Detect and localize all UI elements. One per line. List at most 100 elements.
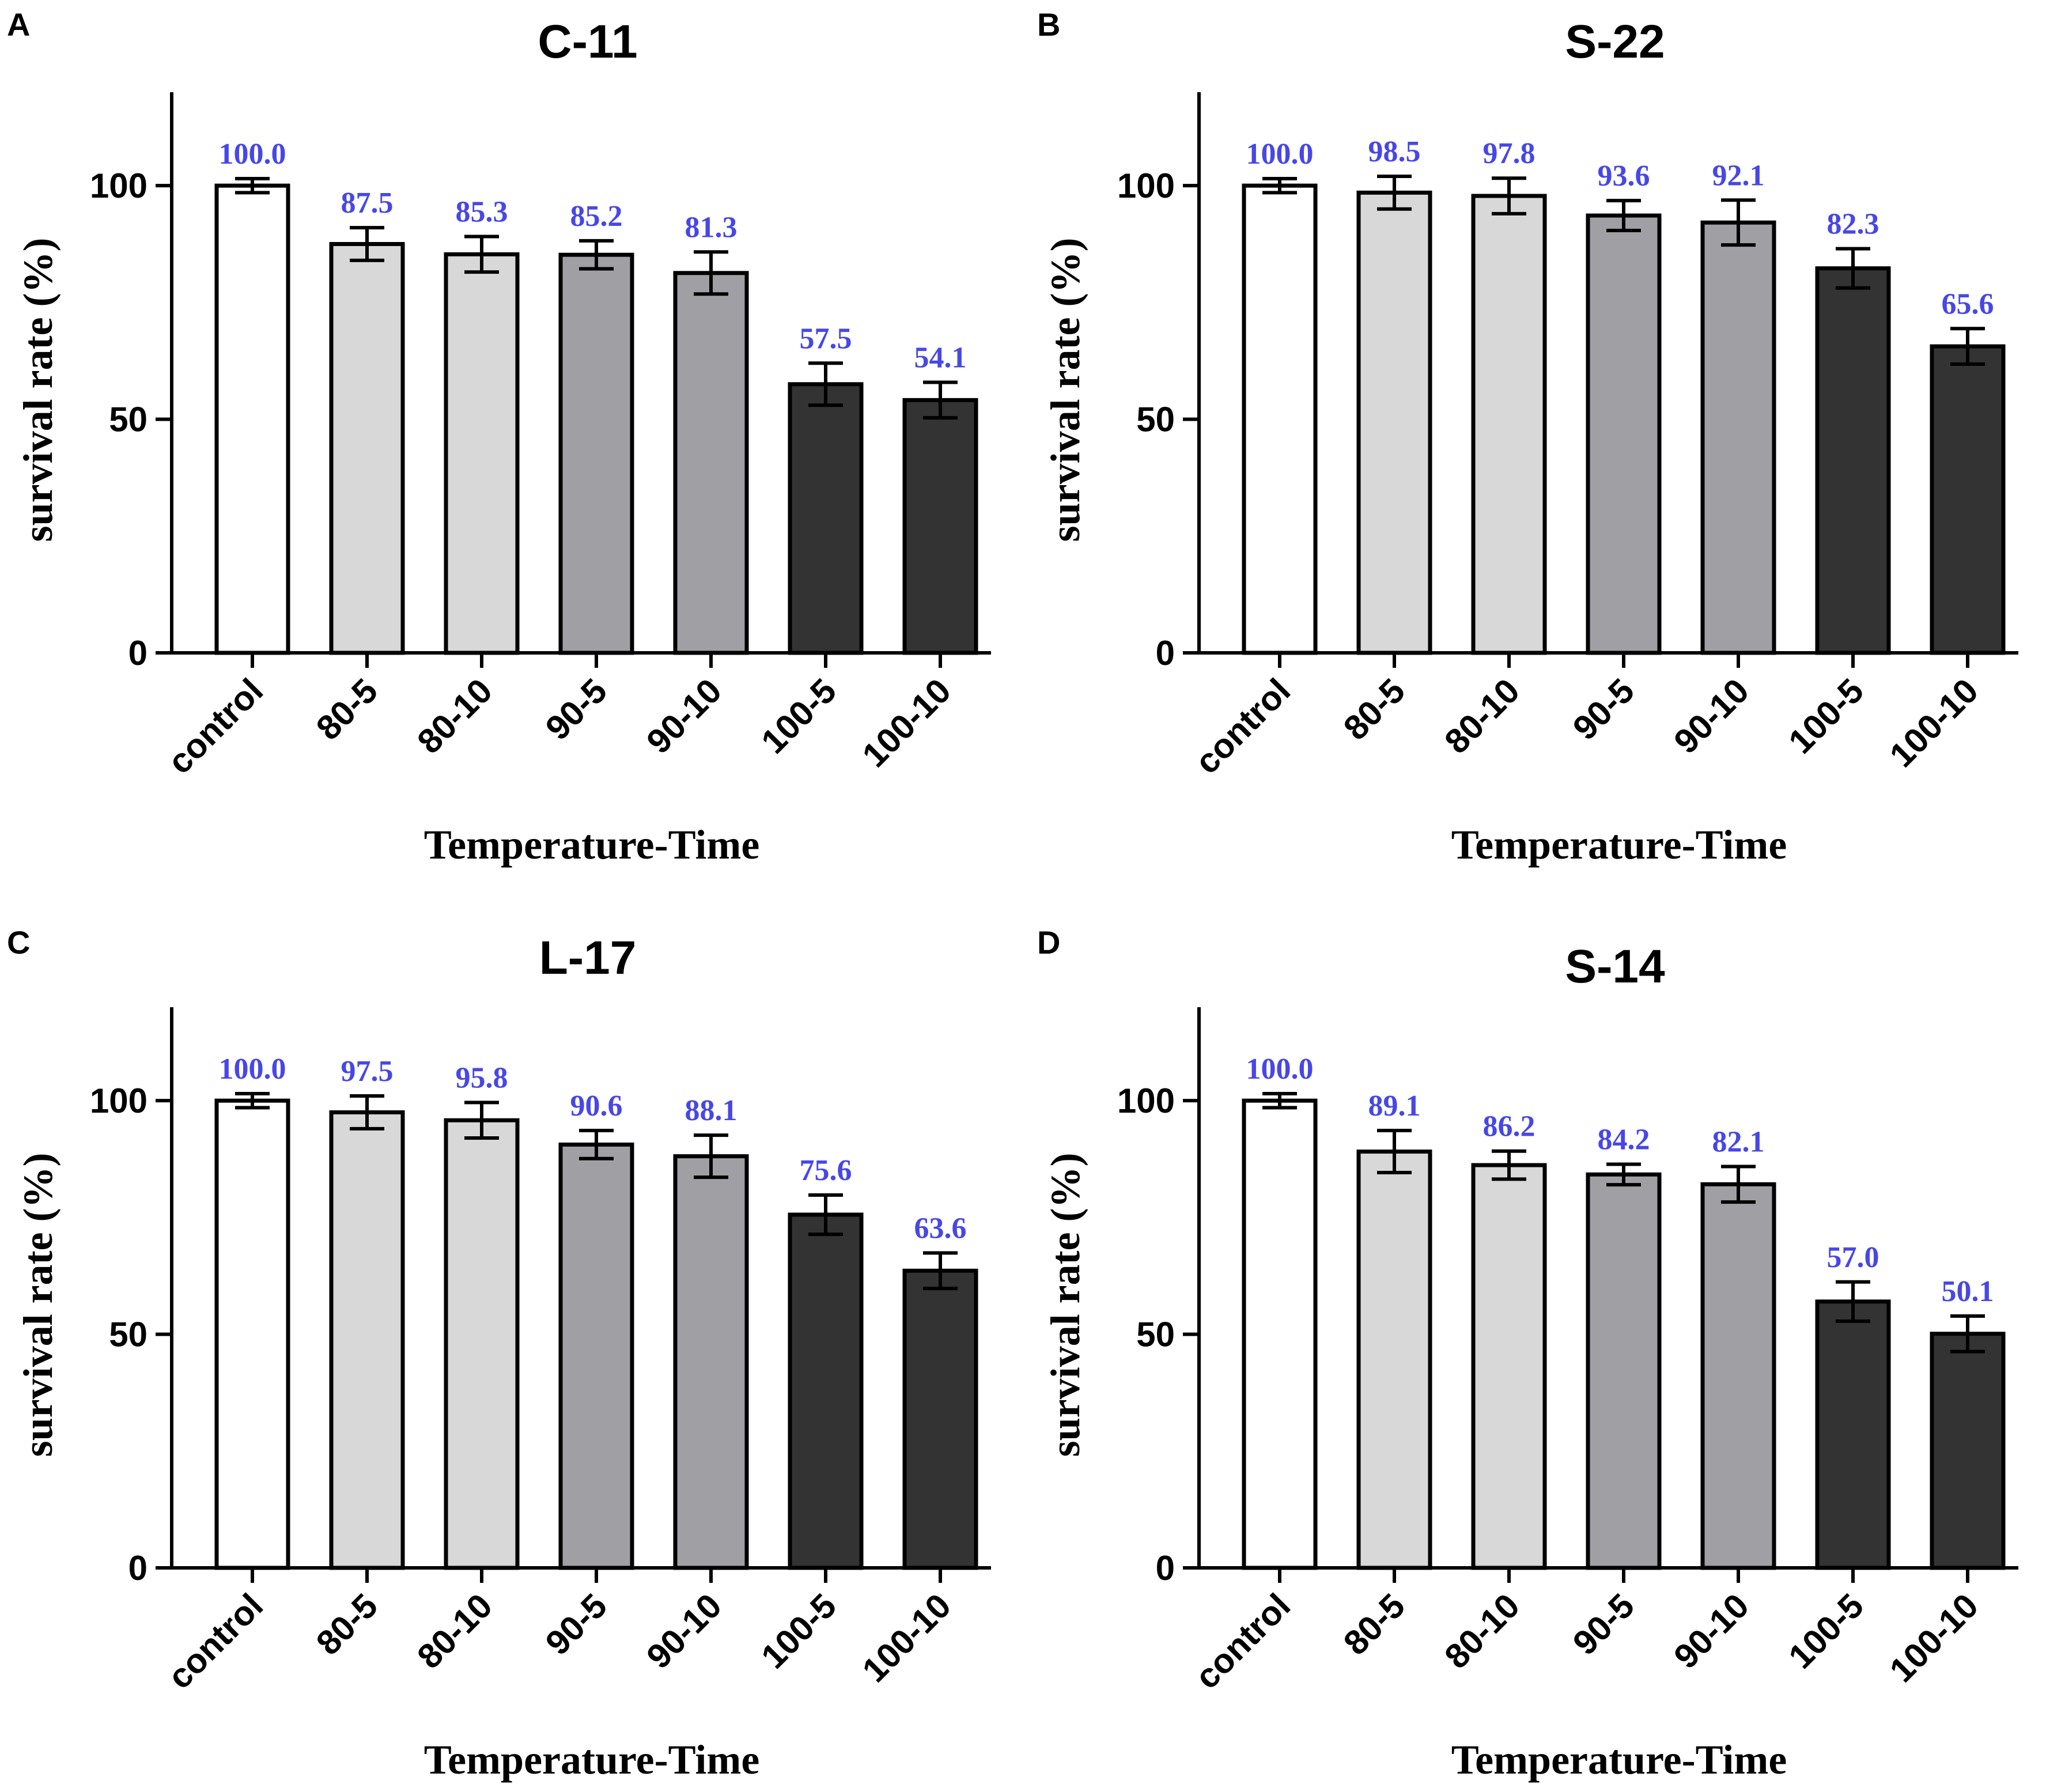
panel-letter: C: [7, 924, 30, 961]
bar-80-10: [1471, 1163, 1547, 1570]
data-label: 90.6: [570, 1090, 623, 1122]
y-tick-label: 50: [1136, 400, 1175, 439]
bar-90-10: [1700, 1182, 1776, 1570]
y-tick-label: 50: [1136, 1315, 1175, 1354]
data-label: 97.5: [341, 1055, 394, 1088]
x-axis-label: Temperature-Time: [1451, 1737, 1787, 1783]
x-tick-label: 80-5: [309, 1586, 385, 1662]
x-tick-label: 100-5: [1781, 671, 1871, 761]
x-tick-label: 100-5: [1781, 1586, 1871, 1676]
x-tick-label: 100-10: [855, 671, 958, 774]
y-tick-label: 0: [1156, 634, 1175, 672]
bar-90-5: [558, 252, 634, 655]
x-axis-label: Temperature-Time: [424, 1737, 760, 1783]
x-tick-label: 80-10: [1437, 1586, 1527, 1676]
bar-90-5: [1586, 213, 1662, 655]
chart-panel-d: D S-14 0 50 100 survival rate (%) 100.0 control…: [1037, 924, 2018, 1783]
y-tick-label: 0: [128, 634, 148, 672]
x-tick-label: 80-10: [1437, 671, 1527, 761]
data-label: 75.6: [800, 1154, 852, 1187]
bar-80-5: [1356, 190, 1432, 655]
data-label: 100.0: [219, 1053, 286, 1086]
data-label: 100.0: [1246, 1053, 1314, 1086]
y-tick-label: 50: [109, 1315, 148, 1354]
bar-control: [214, 1098, 290, 1570]
y-tick-label: 100: [90, 167, 148, 205]
y-tick-label: 100: [90, 1082, 148, 1120]
chart-title: C-11: [538, 16, 637, 68]
chart-title: S-22: [1565, 16, 1665, 68]
data-label: 86.2: [1483, 1110, 1536, 1143]
bar-80-10: [444, 1118, 520, 1570]
x-tick-label: control: [160, 1586, 270, 1696]
bar-100-5: [788, 1212, 864, 1570]
data-label: 82.1: [1712, 1125, 1765, 1158]
data-label: 87.5: [341, 187, 394, 220]
chart-title: L-17: [539, 932, 637, 984]
x-tick-label: 80-10: [410, 1586, 500, 1676]
x-axis-label: Temperature-Time: [1451, 822, 1787, 868]
y-tick-label: 50: [109, 400, 148, 439]
data-label: 57.0: [1827, 1241, 1879, 1274]
x-tick-label: 80-10: [410, 671, 500, 761]
data-label: 93.6: [1598, 160, 1650, 192]
x-tick-label: control: [1187, 671, 1298, 781]
y-tick-label: 0: [1156, 1549, 1175, 1587]
data-label: 85.3: [456, 196, 508, 229]
bar-100-10: [902, 1268, 978, 1570]
bar-90-10: [1700, 220, 1776, 655]
bar-90-5: [1586, 1172, 1662, 1570]
x-tick-label: 90-5: [1565, 1586, 1642, 1662]
bar-control: [214, 183, 290, 655]
data-label: 98.5: [1368, 135, 1421, 168]
x-tick-label: 80-5: [309, 671, 385, 747]
bar-80-5: [329, 1110, 405, 1570]
x-tick-label: 90-10: [1666, 671, 1756, 761]
data-label: 82.3: [1827, 208, 1879, 241]
x-tick-label: 90-10: [639, 671, 729, 761]
x-tick-label: 100-5: [754, 671, 844, 761]
panel-letter: A: [7, 6, 30, 43]
x-tick-label: 100-10: [855, 1586, 958, 1689]
data-label: 95.8: [456, 1061, 508, 1094]
x-tick-label: 90-10: [1666, 1586, 1756, 1676]
y-axis-label: survival rate (%): [15, 1153, 61, 1457]
bar-90-10: [673, 1154, 749, 1570]
bar-90-10: [673, 271, 749, 655]
x-tick-label: control: [160, 671, 270, 781]
bar-control: [1242, 183, 1318, 655]
chart-panel-a: A C-11 0 50 100 survival rate (%) 100.0 control…: [7, 6, 991, 868]
bar-100-5: [1815, 1299, 1891, 1570]
x-tick-label: 80-5: [1336, 1586, 1412, 1662]
data-label: 100.0: [219, 138, 286, 171]
bar-80-5: [1356, 1150, 1432, 1570]
y-tick-label: 0: [128, 1549, 148, 1587]
bar-control: [1242, 1098, 1318, 1570]
bar-100-5: [1815, 266, 1891, 655]
bar-100-10: [902, 398, 978, 655]
data-label: 57.5: [800, 322, 852, 355]
y-axis-label: survival rate (%): [1042, 238, 1088, 542]
data-label: 65.6: [1942, 288, 1994, 320]
data-label: 85.2: [570, 200, 623, 233]
data-label: 84.2: [1598, 1123, 1650, 1156]
chart-panel-c: C L-17 0 50 100 survival rate (%) 100.0 control…: [7, 924, 991, 1783]
bar-80-10: [444, 252, 520, 655]
x-tick-label: 90-5: [538, 671, 614, 747]
data-label: 50.1: [1942, 1275, 1994, 1308]
chart-title: S-14: [1565, 940, 1665, 993]
x-tick-label: 90-10: [639, 1586, 729, 1676]
bar-80-5: [329, 242, 405, 655]
data-label: 100.0: [1246, 138, 1314, 171]
chart-panel-b: B S-22 0 50 100 survival rate (%) 100.0 control…: [1037, 6, 2018, 868]
panel-letter: B: [1037, 6, 1060, 43]
x-tick-label: 90-5: [1565, 671, 1642, 747]
data-label: 89.1: [1368, 1090, 1421, 1122]
data-label: 81.3: [685, 211, 738, 244]
x-tick-label: 100-5: [754, 1586, 844, 1676]
data-label: 54.1: [914, 342, 967, 375]
bar-90-5: [558, 1142, 634, 1570]
panel-letter: D: [1037, 924, 1060, 961]
x-tick-label: 80-5: [1336, 671, 1412, 747]
